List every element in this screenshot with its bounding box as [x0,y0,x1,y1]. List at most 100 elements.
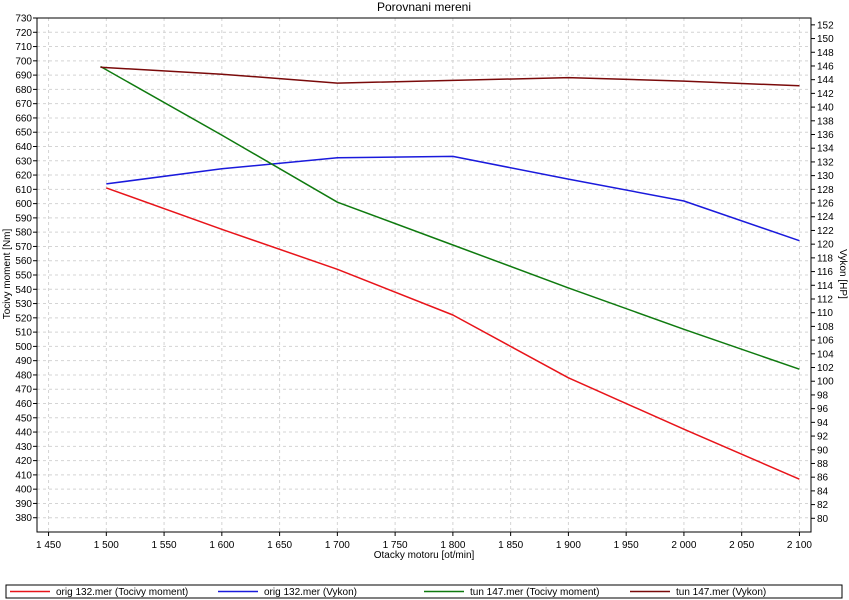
series-line [106,155,800,242]
y-left-tick-label: 460 [15,399,32,410]
y-left-tick-label: 540 [15,285,32,296]
legend-entry-label: orig 132.mer (Vykon) [264,587,357,598]
y-axis-right: 80 82 84 86 88 90 92 94 96 98 100 102 104 106 108 110 11… [811,20,834,525]
y-axis-right-label: Vykon [HP] [837,249,848,299]
y-right-tick-label: 112 [817,294,833,305]
y-left-tick-label: 550 [15,271,32,282]
y-right-tick-label: 146 [817,61,834,72]
y-left-tick-label: 700 [15,56,32,67]
y-left-tick-label: 470 [15,385,32,396]
y-right-tick-label: 124 [817,212,834,223]
y-left-tick-label: 380 [15,513,32,524]
y-left-tick-label: 490 [15,356,32,367]
y-right-tick-label: 136 [817,130,834,141]
y-right-tick-label: 92 [817,432,829,443]
chart-title: Porovnani mereni [377,0,471,14]
x-tick-label: 1 850 [498,540,523,551]
x-tick-label: 2 100 [787,540,812,551]
y-left-tick-label: 520 [15,313,32,324]
y-left-tick-label: 720 [15,28,32,39]
y-right-tick-label: 134 [817,144,834,155]
y-left-tick-label: 440 [15,428,32,439]
legend: orig 132.mer (Tocivy moment) orig 132.mer… [5,584,843,599]
y-left-tick-label: 630 [15,156,32,167]
y-left-tick-label: 430 [15,442,32,453]
y-right-tick-label: 138 [817,116,834,127]
y-right-tick-label: 116 [817,267,833,278]
series-line [106,187,800,480]
y-right-tick-label: 102 [817,363,834,374]
y-right-tick-label: 94 [817,418,829,429]
x-axis: 1 450 1 500 1 550 1 600 1 650 1 700 1 750 1 800… [36,532,812,551]
y-right-tick-label: 100 [817,377,834,388]
y-left-tick-label: 670 [15,99,32,110]
y-right-tick-label: 90 [817,445,829,456]
y-right-tick-label: 142 [817,89,834,100]
x-tick-label: 1 950 [614,540,639,551]
y-left-tick-label: 710 [15,42,32,53]
series-lines [100,65,800,480]
y-right-tick-label: 98 [817,390,829,401]
y-left-tick-label: 600 [15,199,32,210]
y-left-tick-label: 570 [15,242,32,253]
y-right-tick-label: 144 [817,75,834,86]
y-left-tick-label: 420 [15,456,32,467]
y-left-tick-label: 560 [15,256,32,267]
series-line [100,65,800,370]
y-left-tick-label: 590 [15,213,32,224]
y-right-tick-label: 108 [817,322,834,333]
x-tick-label: 1 600 [209,540,234,551]
grid [37,17,811,532]
y-right-tick-label: 118 [817,253,833,264]
y-right-tick-label: 104 [817,349,834,360]
y-right-tick-label: 150 [817,34,834,45]
y-left-tick-label: 500 [15,342,32,353]
x-tick-label: 1 800 [440,540,465,551]
x-tick-label: 1 900 [556,540,581,551]
legend-entry-label: tun 147.mer (Tocivy moment) [470,587,600,598]
x-tick-label: 1 700 [325,540,350,551]
y-right-tick-label: 148 [817,48,834,59]
y-right-tick-label: 126 [817,199,834,210]
x-tick-label: 1 750 [383,540,408,551]
legend-entry-label: orig 132.mer (Tocivy moment) [56,587,188,598]
x-tick-label: 1 500 [94,540,119,551]
y-right-tick-label: 114 [817,281,833,292]
y-left-tick-label: 410 [15,470,32,481]
y-right-tick-label: 110 [817,308,833,319]
x-tick-label: 1 650 [267,540,292,551]
y-right-tick-label: 120 [817,240,834,251]
x-tick-label: 1 450 [36,540,61,551]
y-left-tick-label: 610 [15,185,32,196]
x-tick-label: 1 550 [152,540,177,551]
y-left-tick-label: 390 [15,499,32,510]
y-right-tick-label: 122 [817,226,834,237]
y-right-tick-label: 82 [817,500,829,511]
y-right-tick-label: 128 [817,185,834,196]
y-left-tick-label: 450 [15,413,32,424]
y-axis-left-label: Tocivy moment [Nm] [2,228,13,319]
y-right-tick-label: 130 [817,171,834,182]
y-left-tick-label: 680 [15,85,32,96]
x-axis-label: Otacky motoru [ot/min] [374,550,475,561]
y-left-tick-label: 660 [15,113,32,124]
y-right-tick-label: 96 [817,404,829,415]
y-left-tick-label: 620 [15,171,32,182]
y-right-tick-label: 132 [817,157,834,168]
y-left-tick-label: 640 [15,142,32,153]
y-left-tick-label: 510 [15,328,32,339]
y-right-tick-label: 84 [817,486,829,497]
y-right-tick-label: 106 [817,336,834,347]
y-right-tick-label: 152 [817,20,834,31]
series-line [100,66,800,87]
y-right-tick-label: 80 [817,514,829,525]
y-left-tick-label: 480 [15,370,32,381]
y-right-tick-label: 86 [817,473,829,484]
y-right-tick-label: 88 [817,459,829,470]
y-left-tick-label: 690 [15,71,32,82]
legend-entry-label: tun 147.mer (Vykon) [676,587,766,598]
x-tick-label: 2 050 [729,540,754,551]
y-axis-left: 380 390 400 410 420 430 440 450 460 470 480 490 500 5… [15,14,37,524]
